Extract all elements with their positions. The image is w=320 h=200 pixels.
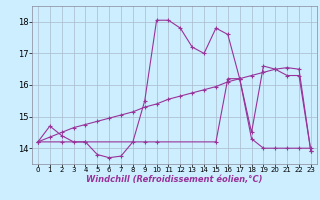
X-axis label: Windchill (Refroidissement éolien,°C): Windchill (Refroidissement éolien,°C)	[86, 175, 263, 184]
